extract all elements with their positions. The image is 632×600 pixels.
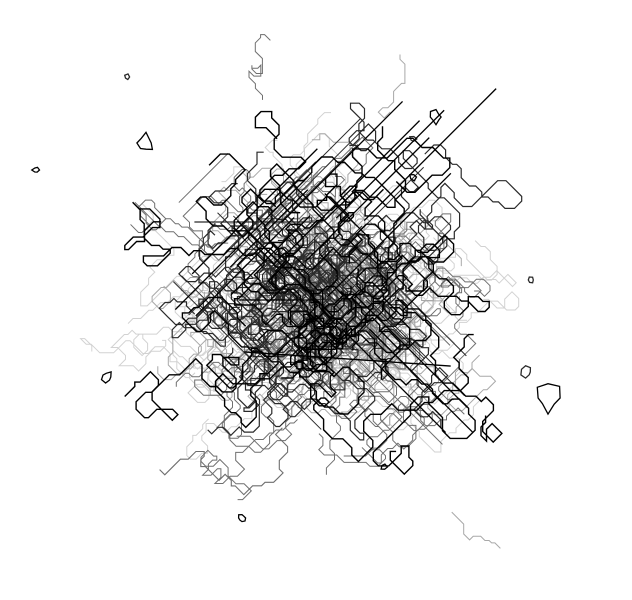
dark-scribble-line <box>365 299 426 360</box>
darkest-scribble-line <box>327 172 452 298</box>
darkest-scribble-line <box>316 137 451 291</box>
mid-scribble-line <box>261 169 343 283</box>
darkest-scribble-line <box>174 176 309 311</box>
dark-scribble-line <box>270 225 363 318</box>
darkest-scribble-line <box>335 109 445 219</box>
light-scribble-line <box>451 511 501 549</box>
darkest-scribble-line <box>254 110 387 269</box>
dark-scribble-line <box>527 276 534 284</box>
darkest-scribble-line <box>191 148 318 275</box>
darkest-scribble-line <box>229 189 309 268</box>
faint-scribble-line <box>189 337 249 388</box>
darkest-scribble-line <box>284 120 421 256</box>
dark-line-layer <box>123 73 534 441</box>
darkest-scribble-line <box>536 383 561 416</box>
darkest-scribble-line <box>408 173 418 182</box>
faint-scribble-line <box>358 271 435 373</box>
darkest-scribble-line <box>298 285 401 380</box>
darkest-scribble-line <box>244 351 451 367</box>
darkest-scribble-line <box>124 201 352 320</box>
darkest-line-layer <box>30 88 561 523</box>
darkest-scribble-line <box>100 371 112 384</box>
mid-scribble-line <box>208 291 294 353</box>
mid-scribble-line <box>318 363 417 467</box>
darkest-scribble-line <box>281 298 357 379</box>
dark-scribble-line <box>357 330 449 429</box>
darkest-scribble-line <box>353 249 434 350</box>
light-scribble-line <box>377 54 406 119</box>
dark-scribble-line <box>188 255 248 316</box>
darkest-scribble-line <box>363 88 497 222</box>
darkest-scribble-line <box>195 153 352 340</box>
dark-scribble-line <box>222 117 362 257</box>
mid-scribble-line <box>200 342 315 501</box>
mid-scribble-line <box>345 240 451 346</box>
dark-scribble-line <box>171 259 341 348</box>
mid-line-layer <box>130 34 491 501</box>
darkest-scribble-line <box>429 108 442 126</box>
darkest-scribble-line <box>237 513 247 523</box>
darkest-scribble-line <box>324 193 371 240</box>
dark-scribble-line <box>345 102 461 297</box>
darkest-scribble-line <box>280 100 404 224</box>
light-scribble-line <box>313 209 429 247</box>
darkest-scribble-line <box>380 463 389 470</box>
darkest-scribble-line <box>352 330 476 476</box>
dark-scribble-line <box>253 128 365 239</box>
darkest-scribble-line <box>136 131 154 151</box>
mid-scribble-line <box>361 297 436 464</box>
dark-scribble-line <box>339 166 425 252</box>
mid-scribble-line <box>215 339 298 453</box>
darkest-scribble-line <box>234 156 396 344</box>
mid-scribble-line <box>248 34 271 100</box>
darkest-scribble-line <box>236 220 343 327</box>
darkest-scribble-line <box>353 293 468 408</box>
darkest-scribble-line <box>30 166 41 173</box>
light-scribble-line <box>311 133 365 227</box>
mid-scribble-line <box>340 321 410 364</box>
darkest-scribble-line <box>350 241 490 316</box>
darkest-scribble-line <box>346 126 455 322</box>
dark-scribble-line <box>158 268 297 341</box>
darkest-scribble-line <box>321 261 428 325</box>
darkest-scribble-line <box>233 188 359 270</box>
dark-scribble-line <box>341 245 412 324</box>
darkest-scribble-line <box>124 316 335 422</box>
dark-scribble-line <box>199 230 333 336</box>
dark-scribble-line <box>205 249 333 320</box>
darkest-scribble-line <box>310 320 474 463</box>
darkest-scribble-line <box>181 296 356 378</box>
dark-scribble-line <box>178 246 312 327</box>
darkest-scribble-line <box>368 328 474 433</box>
dark-scribble-line <box>225 312 293 397</box>
mid-scribble-line <box>321 300 465 427</box>
faint-scribble-line <box>411 287 520 347</box>
dark-scribble-line <box>123 73 131 81</box>
darkest-scribble-line <box>304 137 430 262</box>
darkest-scribble-line <box>230 215 311 296</box>
dark-scribble-line <box>520 365 532 379</box>
darkest-scribble-line <box>341 328 447 434</box>
darkest-scribble-line <box>348 223 411 354</box>
darkest-scribble-line <box>195 217 295 317</box>
mid-scribble-line <box>178 152 229 203</box>
mid-scribble-line <box>327 300 397 404</box>
darkest-scribble-line <box>389 307 503 444</box>
darkest-scribble-line <box>239 299 316 361</box>
faint-scribble-line <box>186 375 288 460</box>
mid-scribble-line <box>159 427 289 496</box>
